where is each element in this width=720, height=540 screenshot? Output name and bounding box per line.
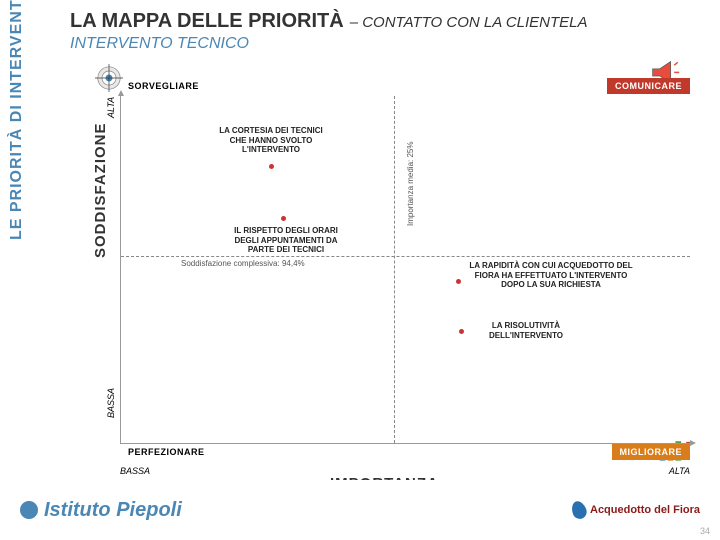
x-arrow-icon bbox=[690, 440, 696, 446]
title-main: LA MAPPA DELLE PRIORITÀ bbox=[70, 10, 344, 33]
side-label: LE PRIORITÀ DI INTERVENTO bbox=[8, 0, 26, 240]
title-sub: – CONTATTO CON LA CLIENTELA bbox=[350, 14, 588, 31]
droplet-icon bbox=[569, 499, 588, 521]
x-high-label: ALTA bbox=[669, 466, 690, 476]
y-low-label: BASSA bbox=[106, 388, 116, 418]
quadrant-bl: PERFEZIONARE bbox=[120, 444, 213, 460]
x-low-label: BASSA bbox=[120, 466, 150, 476]
data-point: LA RISOLUTIVITÀ DELL'INTERVENTO bbox=[471, 321, 581, 340]
data-point: IL RISPETTO DEGLI ORARI DEGLI APPUNTAMEN… bbox=[221, 226, 351, 255]
title-row: LA MAPPA DELLE PRIORITÀ – CONTATTO CON L… bbox=[0, 0, 720, 33]
plot-area: Importanza media: 25% Soddisfazione comp… bbox=[120, 96, 690, 444]
logo-piepoli: Istituto Piepoli bbox=[20, 499, 182, 522]
ref-vertical-line bbox=[394, 96, 395, 443]
data-point: LA RAPIDITÀ CON CUI ACQUEDOTTO DEL FIORA… bbox=[466, 261, 636, 290]
ref-vertical-label: Importanza media: 25% bbox=[406, 142, 415, 227]
quadrant-tr: COMUNICARE bbox=[607, 78, 690, 94]
fiora-text: Acquedotto del Fiora bbox=[590, 504, 700, 516]
page-number: 34 bbox=[700, 526, 710, 536]
piepoli-dot-icon bbox=[20, 501, 38, 519]
y-axis-label: SODDISFAZIONE bbox=[92, 122, 109, 258]
data-point: LA CORTESIA DEI TECNICI CHE HANNO SVOLTO… bbox=[211, 126, 331, 155]
piepoli-text: Istituto Piepoli bbox=[44, 499, 182, 522]
y-high-label: ALTA bbox=[106, 97, 116, 118]
quadrant-tl: SORVEGLIARE bbox=[120, 78, 207, 94]
quadrant-br: MIGLIORARE bbox=[612, 444, 691, 460]
footer: Istituto Piepoli Acquedotto del Fiora bbox=[0, 480, 720, 540]
subtitle: INTERVENTO TECNICO bbox=[0, 33, 720, 53]
logo-fiora: Acquedotto del Fiora bbox=[572, 501, 700, 519]
target-icon bbox=[95, 64, 123, 92]
priority-matrix: SODDISFAZIONE ALTA BASSA SORVEGLIARE COM… bbox=[120, 78, 690, 460]
ref-horizontal-line bbox=[121, 256, 690, 257]
y-arrow-icon bbox=[118, 90, 124, 96]
ref-horizontal-label: Soddisfazione complessiva: 94,4% bbox=[181, 259, 305, 268]
